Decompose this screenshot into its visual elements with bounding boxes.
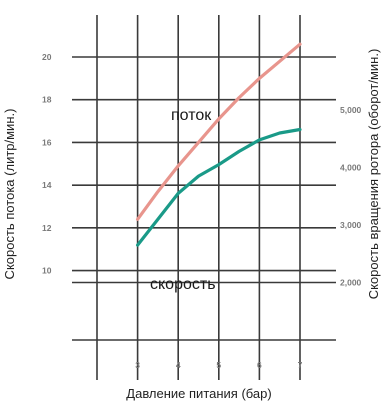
y2-tick-label: 3,000	[340, 220, 362, 230]
y-tick-label: 18	[42, 95, 52, 105]
x-tick-label: 7	[298, 360, 303, 370]
y-tick-label: 10	[42, 266, 52, 276]
x-tick-label: 6	[257, 360, 262, 370]
x-tick-label: 4	[176, 360, 181, 370]
y-tick-label: 12	[42, 223, 52, 233]
curves	[136, 42, 302, 247]
y-tick-label: 14	[42, 180, 52, 190]
x-tick-label: 3	[135, 360, 140, 370]
y-tick-label: 16	[42, 137, 52, 147]
x-tick-label: 5	[216, 360, 221, 370]
x-axis-title: Давление питания (бар)	[126, 386, 271, 401]
y2-tick-label: 5,000	[340, 105, 362, 115]
tick-labels: 3 4 5 6 7 20 18 16 14 12 10 5,000 4,000 3,000 2,000	[42, 52, 362, 370]
y-axis-title: Скорость потока (литр/мин.)	[2, 109, 17, 280]
y2-axis-title: Скорость вращения ротора (оборот/мин.)	[366, 49, 381, 300]
grid	[72, 15, 336, 380]
curve-label-speed: скорость	[150, 276, 216, 293]
curve-label-flow: поток	[171, 107, 212, 124]
y2-tick-label: 2,000	[340, 278, 362, 288]
y2-tick-label: 4,000	[340, 163, 362, 173]
y-tick-label: 20	[42, 52, 52, 62]
